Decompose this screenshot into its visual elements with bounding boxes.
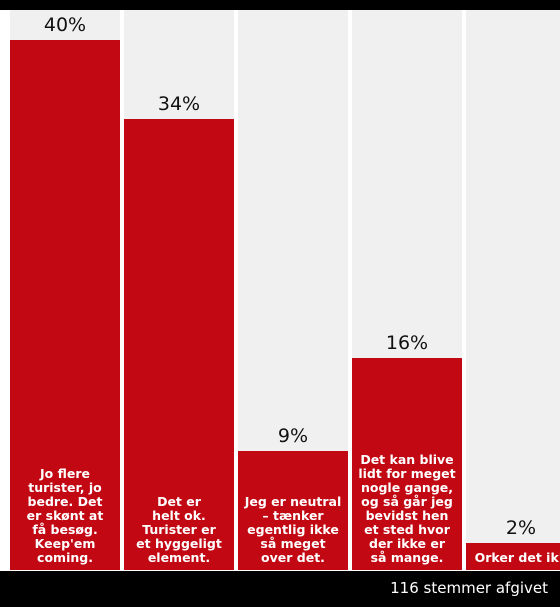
- percentage-label-5: 2%: [505, 517, 537, 539]
- poll-option-label-5: Orker det ik'.: [474, 550, 560, 565]
- poll-column-5: [466, 10, 560, 570]
- poll-option-label-3: Jeg er neutral – tænker egentlig ikke så…: [244, 494, 342, 565]
- top-band: [0, 0, 560, 10]
- poll-bar-5: [466, 543, 560, 570]
- poll-bar-2: [124, 119, 234, 570]
- poll-bar-4: [352, 358, 462, 570]
- poll-option-label-4: Det kan blive lidt for meget nogle gange…: [358, 452, 456, 565]
- percentage-label-4: 16%: [385, 332, 429, 354]
- poll-chart: 40% Jo flere turister, jo bedre. Det er s…: [0, 10, 560, 570]
- votes-count: 116 stemmer afgivet: [390, 579, 548, 597]
- poll-option-label-1: Jo flere turister, jo bedre. Det er skøn…: [26, 466, 104, 565]
- poll-bar-1: [10, 40, 120, 570]
- percentage-label-3: 9%: [277, 425, 309, 447]
- footer-band: 116 stemmer afgivet: [0, 571, 560, 607]
- percentage-label-1: 40%: [43, 14, 87, 36]
- poll-bar-3: [238, 451, 348, 570]
- poll-option-label-2: Det er helt ok. Turister er et hyggeligt…: [136, 494, 222, 565]
- percentage-label-2: 34%: [157, 93, 201, 115]
